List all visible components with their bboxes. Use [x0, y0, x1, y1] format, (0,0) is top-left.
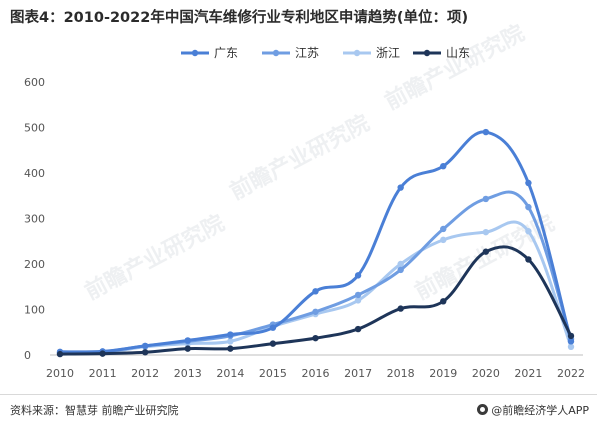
x-tick-label: 2021 [514, 367, 542, 380]
y-tick-label: 500 [24, 122, 45, 135]
x-tick-label: 2017 [344, 367, 372, 380]
data-point [482, 128, 490, 136]
legend-label: 江苏 [295, 46, 319, 60]
brand-credit: @前瞻经济学人APP [477, 402, 589, 418]
legend-item: 山东 [413, 46, 470, 60]
data-point [184, 337, 191, 344]
x-tick-label: 2011 [89, 367, 117, 380]
watermark-text: 前瞻产业研究院 [81, 210, 229, 305]
series-layer [56, 128, 575, 358]
data-point [227, 331, 234, 338]
x-tick-label: 2014 [216, 367, 244, 380]
data-point [56, 350, 64, 358]
data-point [269, 340, 277, 347]
data-point [397, 305, 404, 312]
data-point [440, 236, 447, 244]
watermark-text: 前瞻产业研究院 [226, 110, 374, 205]
x-axis: 2010 2011 2012 2013 2014 2015 2016 2017 2018 2019… [46, 354, 585, 380]
series-1 [56, 128, 575, 356]
data-point [354, 297, 362, 304]
legend-label: 浙江 [376, 46, 400, 60]
y-tick-label: 100 [24, 304, 45, 317]
x-tick-label: 2013 [174, 367, 202, 380]
y-tick-label: 300 [24, 213, 45, 226]
legend-label: 广东 [214, 46, 238, 60]
brand-logo-icon [477, 404, 489, 415]
legend-item: 浙江 [343, 46, 400, 60]
data-point [525, 256, 532, 263]
brand-text: @前瞻经济学人APP [491, 404, 589, 417]
source-note: 资料来源：智慧芽 前瞻产业研究院 [10, 404, 179, 417]
y-tick-label: 200 [24, 258, 45, 271]
x-tick-label: 2022 [557, 367, 585, 380]
chart-title: 图表4：2010-2022年中国汽车维修行业专利地区申请趋势(单位：项) [10, 10, 469, 26]
y-tick-label: 0 [24, 349, 31, 362]
x-tick-label: 2015 [259, 367, 287, 380]
x-tick-label: 2019 [429, 367, 457, 380]
data-point [312, 288, 319, 295]
data-point [269, 324, 277, 331]
legend-item: 广东 [181, 46, 238, 60]
data-point [482, 195, 490, 203]
data-point [482, 248, 490, 255]
x-tick-label: 2020 [472, 367, 500, 380]
x-tick-label: 2016 [302, 367, 330, 380]
data-point [397, 266, 404, 274]
data-point [397, 184, 404, 191]
chart-legend: 广东 江苏 浙江 山东 [181, 46, 470, 60]
data-point [440, 298, 447, 305]
data-point [312, 308, 319, 315]
data-point [354, 291, 362, 299]
data-point [184, 345, 191, 352]
data-point [141, 342, 149, 350]
y-axis: 0 100 200 300 400 500 600 [24, 76, 45, 362]
series-4 [56, 245, 575, 358]
data-point [312, 334, 319, 342]
data-point [141, 349, 149, 356]
data-point [567, 338, 575, 345]
legend-swatch-dot [272, 49, 280, 57]
footer: 资料来源：智慧芽 前瞻产业研究院 @前瞻经济学人APP [0, 394, 597, 425]
legend-swatch-dot [353, 49, 361, 57]
legend-swatch-dot [191, 49, 199, 57]
data-point [397, 260, 404, 268]
x-tick-label: 2012 [131, 367, 159, 380]
data-point [440, 225, 447, 233]
watermark-text: 前瞻产业研究院 [381, 20, 529, 115]
data-point [567, 332, 575, 340]
data-point [227, 345, 234, 352]
x-tick-label: 2018 [387, 367, 415, 380]
data-point [227, 338, 234, 345]
data-point [99, 350, 106, 357]
x-tick-label: 2010 [46, 367, 74, 380]
data-point [354, 272, 362, 279]
data-point [525, 203, 532, 211]
data-point [440, 162, 447, 170]
y-tick-label: 400 [24, 167, 45, 180]
data-point [567, 343, 575, 351]
legend-item: 江苏 [262, 46, 319, 60]
data-point [354, 325, 362, 333]
legend-swatch-dot [423, 49, 431, 57]
data-point [482, 228, 490, 236]
data-point [525, 179, 532, 187]
data-point [525, 228, 532, 235]
y-tick-label: 600 [24, 76, 45, 89]
legend-label: 山东 [446, 46, 470, 60]
